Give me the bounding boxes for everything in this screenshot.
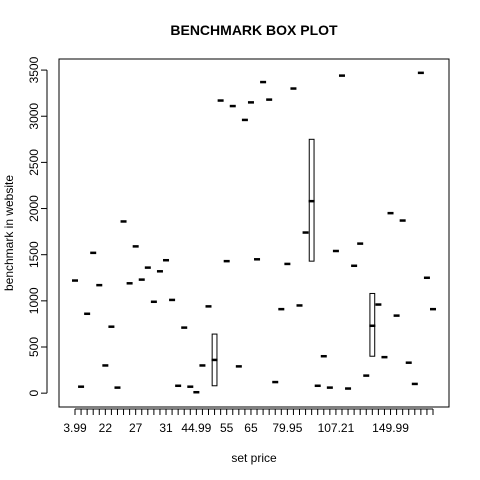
y-tick-label: 1000: [27, 287, 41, 314]
x-tick-label: 44.99: [181, 421, 211, 435]
x-tick-label: 65: [244, 421, 258, 435]
x-tick-label: 3.99: [63, 421, 87, 435]
x-tick-label: 107.21: [318, 421, 355, 435]
y-tick-label: 500: [27, 337, 41, 357]
x-tick-label: 79.95: [272, 421, 302, 435]
y-tick-label: 3500: [27, 56, 41, 83]
x-tick-label: 149.99: [372, 421, 409, 435]
boxes-group: [72, 71, 436, 394]
y-tick-label: 2500: [27, 149, 41, 176]
chart-title: BENCHMARK BOX PLOT: [170, 22, 338, 38]
x-axis: 3.99 22 27 31 44.99 55 65 79.95 107.21 149.99: [63, 408, 434, 435]
y-axis: 0 500 1000 1500 2000 2500 3000 3500: [27, 56, 48, 396]
x-tick-label: 31: [159, 421, 173, 435]
x-tick-label: 27: [129, 421, 143, 435]
y-tick-label: 1500: [27, 241, 41, 268]
x-tick-label: 55: [220, 421, 234, 435]
box: [369, 292, 376, 357]
box: [211, 333, 218, 387]
y-tick-label: 3000: [27, 103, 41, 130]
y-tick-label: 0: [27, 389, 41, 396]
plot-frame: [58, 58, 450, 408]
x-axis-label: set price: [231, 451, 277, 465]
y-tick-label: 2000: [27, 195, 41, 222]
x-tick-label: 22: [99, 421, 113, 435]
box: [308, 138, 315, 262]
y-axis-label: benchmark in website: [2, 175, 16, 291]
